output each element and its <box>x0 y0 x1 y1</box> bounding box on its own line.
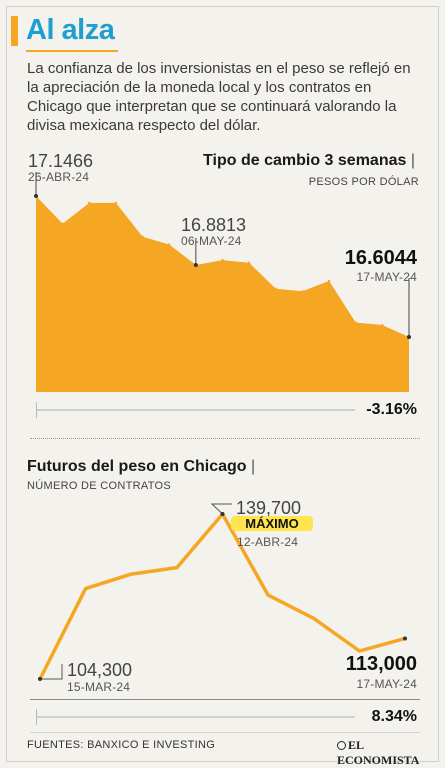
futures-point <box>266 593 270 597</box>
futures-max-dot <box>220 512 225 516</box>
exchange-point <box>354 321 357 324</box>
futures-end-date: 17-MAY-24 <box>356 677 417 691</box>
exchange-change-bar-start <box>36 402 37 418</box>
exchange-callout-dot <box>407 335 411 339</box>
exchange-callout-dot <box>193 262 198 267</box>
exchange-callout-dot <box>34 194 38 198</box>
exchange-point <box>381 323 384 327</box>
futures-start-value: 104,300 <box>67 660 133 680</box>
futures-max-leader <box>210 503 232 515</box>
futures-point <box>357 649 361 653</box>
futures-point <box>84 586 88 591</box>
futures-end-value: 113,000 <box>345 653 417 675</box>
exchange-point <box>114 201 118 205</box>
futures-chart <box>38 503 407 681</box>
futures-chart-title: Futuros del peso en Chicago | <box>27 458 256 475</box>
exchange-point <box>221 258 224 262</box>
exchange-chart-subtitle: PESOS POR DÓLAR <box>308 176 419 188</box>
sources-note: FUENTES: BANXICO E INVESTING <box>27 739 216 751</box>
futures-baseline <box>30 699 420 700</box>
footer-divider <box>30 732 420 733</box>
futures-point <box>312 616 316 621</box>
futures-point <box>175 566 179 570</box>
futures-chart-subtitle: NÚMERO DE CONTRATOS <box>27 480 172 492</box>
futures-start-date: 15-MAR-24 <box>67 680 131 694</box>
futures-start-leader <box>40 664 63 680</box>
exchange-chart-title: Tipo de cambio 3 semanas | <box>203 152 415 169</box>
exchange-change-bar <box>37 409 355 411</box>
headline-underline <box>26 50 118 52</box>
logo-mark-icon <box>337 741 346 750</box>
exchange-end-date: 17-MAY-24 <box>356 270 417 284</box>
exchange-change-value: -3.16% <box>366 401 417 418</box>
exchange-mid-date: 06-MAY-24 <box>181 234 242 248</box>
exchange-point <box>274 287 277 290</box>
exchange-point <box>301 290 304 293</box>
section-divider <box>30 438 420 439</box>
futures-point <box>129 572 133 576</box>
futures-max-badge: MÁXIMO <box>231 516 313 531</box>
exchange-start-value: 17.1466 <box>28 151 94 171</box>
intro-paragraph: La confianza de los inversionistas en el… <box>27 60 411 134</box>
publisher-logo: EL ECONOMISTA <box>337 738 420 767</box>
futures-max-date: 12-ABR-24 <box>237 535 299 549</box>
futures-change-value: 8.34% <box>371 708 417 725</box>
exchange-point <box>247 261 251 264</box>
exchange-rate-chart <box>34 172 411 392</box>
exchange-start-date: 26-ABR-24 <box>28 170 90 184</box>
exchange-point <box>327 279 331 283</box>
futures-end-dot <box>403 636 407 641</box>
exchange-mid-value: 16.8813 <box>181 215 247 235</box>
exchange-point <box>141 235 144 238</box>
exchange-area <box>36 196 409 392</box>
headline-accent-bar <box>11 16 18 46</box>
exchange-point <box>168 243 171 246</box>
exchange-end-value: 16.6044 <box>344 247 417 269</box>
futures-change-bar-start <box>36 709 37 725</box>
headline: Al alza <box>26 14 115 46</box>
futures-change-bar <box>37 716 355 718</box>
exchange-point <box>61 222 64 225</box>
futures-start-dot <box>38 677 42 681</box>
futures-max-value: 139,700 <box>236 498 302 518</box>
exchange-point <box>88 201 91 205</box>
